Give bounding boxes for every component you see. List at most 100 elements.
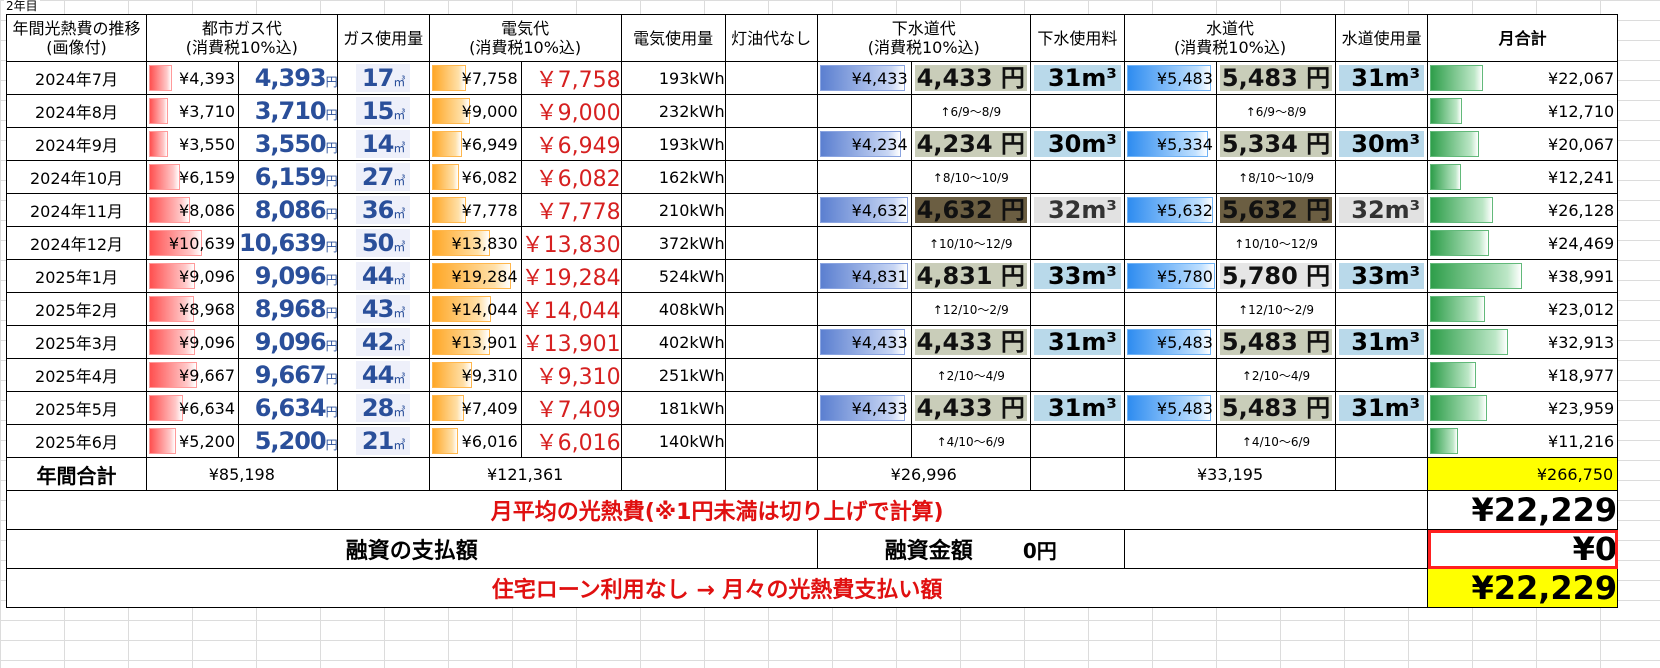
blank-cell[interactable] xyxy=(1335,457,1429,491)
gas-cost[interactable]: ¥6,159 xyxy=(146,160,239,194)
gas-cost[interactable]: ¥8,968 xyxy=(146,292,239,326)
monthly-total[interactable]: ¥23,959 xyxy=(1427,391,1619,425)
gas-cost[interactable]: ¥9,096 xyxy=(146,259,239,293)
water-usage[interactable] xyxy=(1335,226,1429,260)
average-value[interactable]: ¥22,229 xyxy=(1427,490,1619,530)
electricity-cost[interactable]: ¥6,949 xyxy=(428,127,522,161)
water-usage[interactable] xyxy=(1335,160,1429,194)
kerosene-cell[interactable] xyxy=(724,424,818,458)
water-cost[interactable]: ¥5,483 xyxy=(1123,325,1217,359)
monthly-total[interactable]: ¥22,067 xyxy=(1427,61,1619,95)
electricity-cost[interactable]: ¥19,284 xyxy=(428,259,522,293)
water-cost[interactable]: ¥5,483 xyxy=(1123,61,1217,95)
monthly-total[interactable]: ¥12,710 xyxy=(1427,94,1619,128)
gas-cost[interactable]: ¥10,639 xyxy=(146,226,239,260)
kerosene-cell[interactable] xyxy=(724,226,818,260)
water-usage[interactable] xyxy=(1335,292,1429,326)
gas-cost[interactable]: ¥3,550 xyxy=(146,127,239,161)
monthly-total[interactable]: ¥11,216 xyxy=(1427,424,1619,458)
sewer-cost[interactable]: ¥4,433 xyxy=(816,391,912,425)
gas-cost-bar xyxy=(149,428,176,454)
water-cost[interactable]: ¥5,632 xyxy=(1123,193,1217,227)
kerosene-cell[interactable] xyxy=(724,292,818,326)
kerosene-cell[interactable] xyxy=(724,61,818,95)
monthly-total[interactable]: ¥38,991 xyxy=(1427,259,1619,293)
sewer-cost[interactable]: ¥4,433 xyxy=(816,325,912,359)
gas-cost[interactable]: ¥8,086 xyxy=(146,193,239,227)
sewer-cost[interactable] xyxy=(816,358,912,392)
sewer-cost[interactable] xyxy=(816,94,912,128)
electricity-cost[interactable]: ¥13,901 xyxy=(428,325,522,359)
monthly-total[interactable]: ¥20,067 xyxy=(1427,127,1619,161)
sewer-cost[interactable] xyxy=(816,160,912,194)
gas-cost[interactable]: ¥9,096 xyxy=(146,325,239,359)
sewer-cost[interactable]: ¥4,632 xyxy=(816,193,912,227)
gas-cost[interactable]: ¥5,200 xyxy=(146,424,239,458)
gas-cost[interactable]: ¥6,634 xyxy=(146,391,239,425)
electricity-cost[interactable]: ¥7,778 xyxy=(428,193,522,227)
electricity-cost[interactable]: ¥9,310 xyxy=(428,358,522,392)
gas-cost[interactable]: ¥3,710 xyxy=(146,94,239,128)
electricity-cost[interactable]: ¥7,409 xyxy=(428,391,522,425)
water-cost[interactable] xyxy=(1123,424,1217,458)
sewer-cost[interactable] xyxy=(816,424,912,458)
water-cost[interactable] xyxy=(1123,160,1217,194)
kerosene-cell[interactable] xyxy=(724,94,818,128)
monthly-total[interactable]: ¥26,128 xyxy=(1427,193,1619,227)
water-cost[interactable]: ¥5,483 xyxy=(1123,391,1217,425)
sewer-usage[interactable] xyxy=(1029,226,1125,260)
kerosene-cell[interactable] xyxy=(724,358,818,392)
monthly-total[interactable]: ¥32,913 xyxy=(1427,325,1619,359)
electricity-cost[interactable]: ¥6,016 xyxy=(428,424,522,458)
water-cost[interactable] xyxy=(1123,358,1217,392)
electricity-cost[interactable]: ¥14,044 xyxy=(428,292,522,326)
final-payment-value[interactable]: ¥22,229 xyxy=(1427,568,1619,608)
electricity-cost[interactable]: ¥13,830 xyxy=(428,226,522,260)
sewer-cost[interactable] xyxy=(816,292,912,326)
gas-cost[interactable]: ¥9,667 xyxy=(146,358,239,392)
header-water-usage: 水道使用量 xyxy=(1335,14,1429,62)
annual-grand-total[interactable]: ¥266,750 xyxy=(1427,457,1619,491)
monthly-total[interactable]: ¥23,012 xyxy=(1427,292,1619,326)
blank-cell[interactable] xyxy=(1029,457,1125,491)
electricity-cost[interactable]: ¥7,758 xyxy=(428,61,522,95)
water-cost[interactable] xyxy=(1123,226,1217,260)
kerosene-cell[interactable] xyxy=(724,325,818,359)
sewer-usage[interactable] xyxy=(1029,292,1125,326)
monthly-total[interactable]: ¥24,469 xyxy=(1427,226,1619,260)
annual-electricity-total[interactable]: ¥121,361 xyxy=(428,457,622,491)
kerosene-cell[interactable] xyxy=(724,127,818,161)
kerosene-cell[interactable] xyxy=(724,391,818,425)
sewer-usage[interactable] xyxy=(1029,424,1125,458)
sewer-usage[interactable] xyxy=(1029,160,1125,194)
water-usage[interactable] xyxy=(1335,94,1429,128)
sewer-usage[interactable] xyxy=(1029,94,1125,128)
water-cost[interactable]: ¥5,334 xyxy=(1123,127,1217,161)
kerosene-cell[interactable] xyxy=(724,259,818,293)
annual-sewer-total[interactable]: ¥26,996 xyxy=(816,457,1031,491)
monthly-total[interactable]: ¥12,241 xyxy=(1427,160,1619,194)
water-cost[interactable]: ¥5,780 xyxy=(1123,259,1217,293)
loan-payment-value[interactable]: ¥0 xyxy=(1427,529,1619,569)
blank-cell[interactable] xyxy=(1123,529,1429,569)
kerosene-cell[interactable] xyxy=(724,160,818,194)
annual-gas-total[interactable]: ¥85,198 xyxy=(146,457,338,491)
sewer-cost[interactable]: ¥4,234 xyxy=(816,127,912,161)
blank-cell[interactable] xyxy=(724,457,818,491)
sewer-cost[interactable]: ¥4,433 xyxy=(816,61,912,95)
blank-cell[interactable] xyxy=(336,457,430,491)
water-cost[interactable] xyxy=(1123,292,1217,326)
sewer-cost[interactable] xyxy=(816,226,912,260)
water-usage[interactable] xyxy=(1335,358,1429,392)
gas-cost[interactable]: ¥4,393 xyxy=(146,61,239,95)
water-cost[interactable] xyxy=(1123,94,1217,128)
sewer-usage[interactable] xyxy=(1029,358,1125,392)
water-usage[interactable] xyxy=(1335,424,1429,458)
monthly-total[interactable]: ¥18,977 xyxy=(1427,358,1619,392)
annual-water-total[interactable]: ¥33,195 xyxy=(1123,457,1337,491)
electricity-cost[interactable]: ¥6,082 xyxy=(428,160,522,194)
sewer-cost[interactable]: ¥4,831 xyxy=(816,259,912,293)
kerosene-cell[interactable] xyxy=(724,193,818,227)
blank-cell[interactable] xyxy=(620,457,726,491)
electricity-cost[interactable]: ¥9,000 xyxy=(428,94,522,128)
